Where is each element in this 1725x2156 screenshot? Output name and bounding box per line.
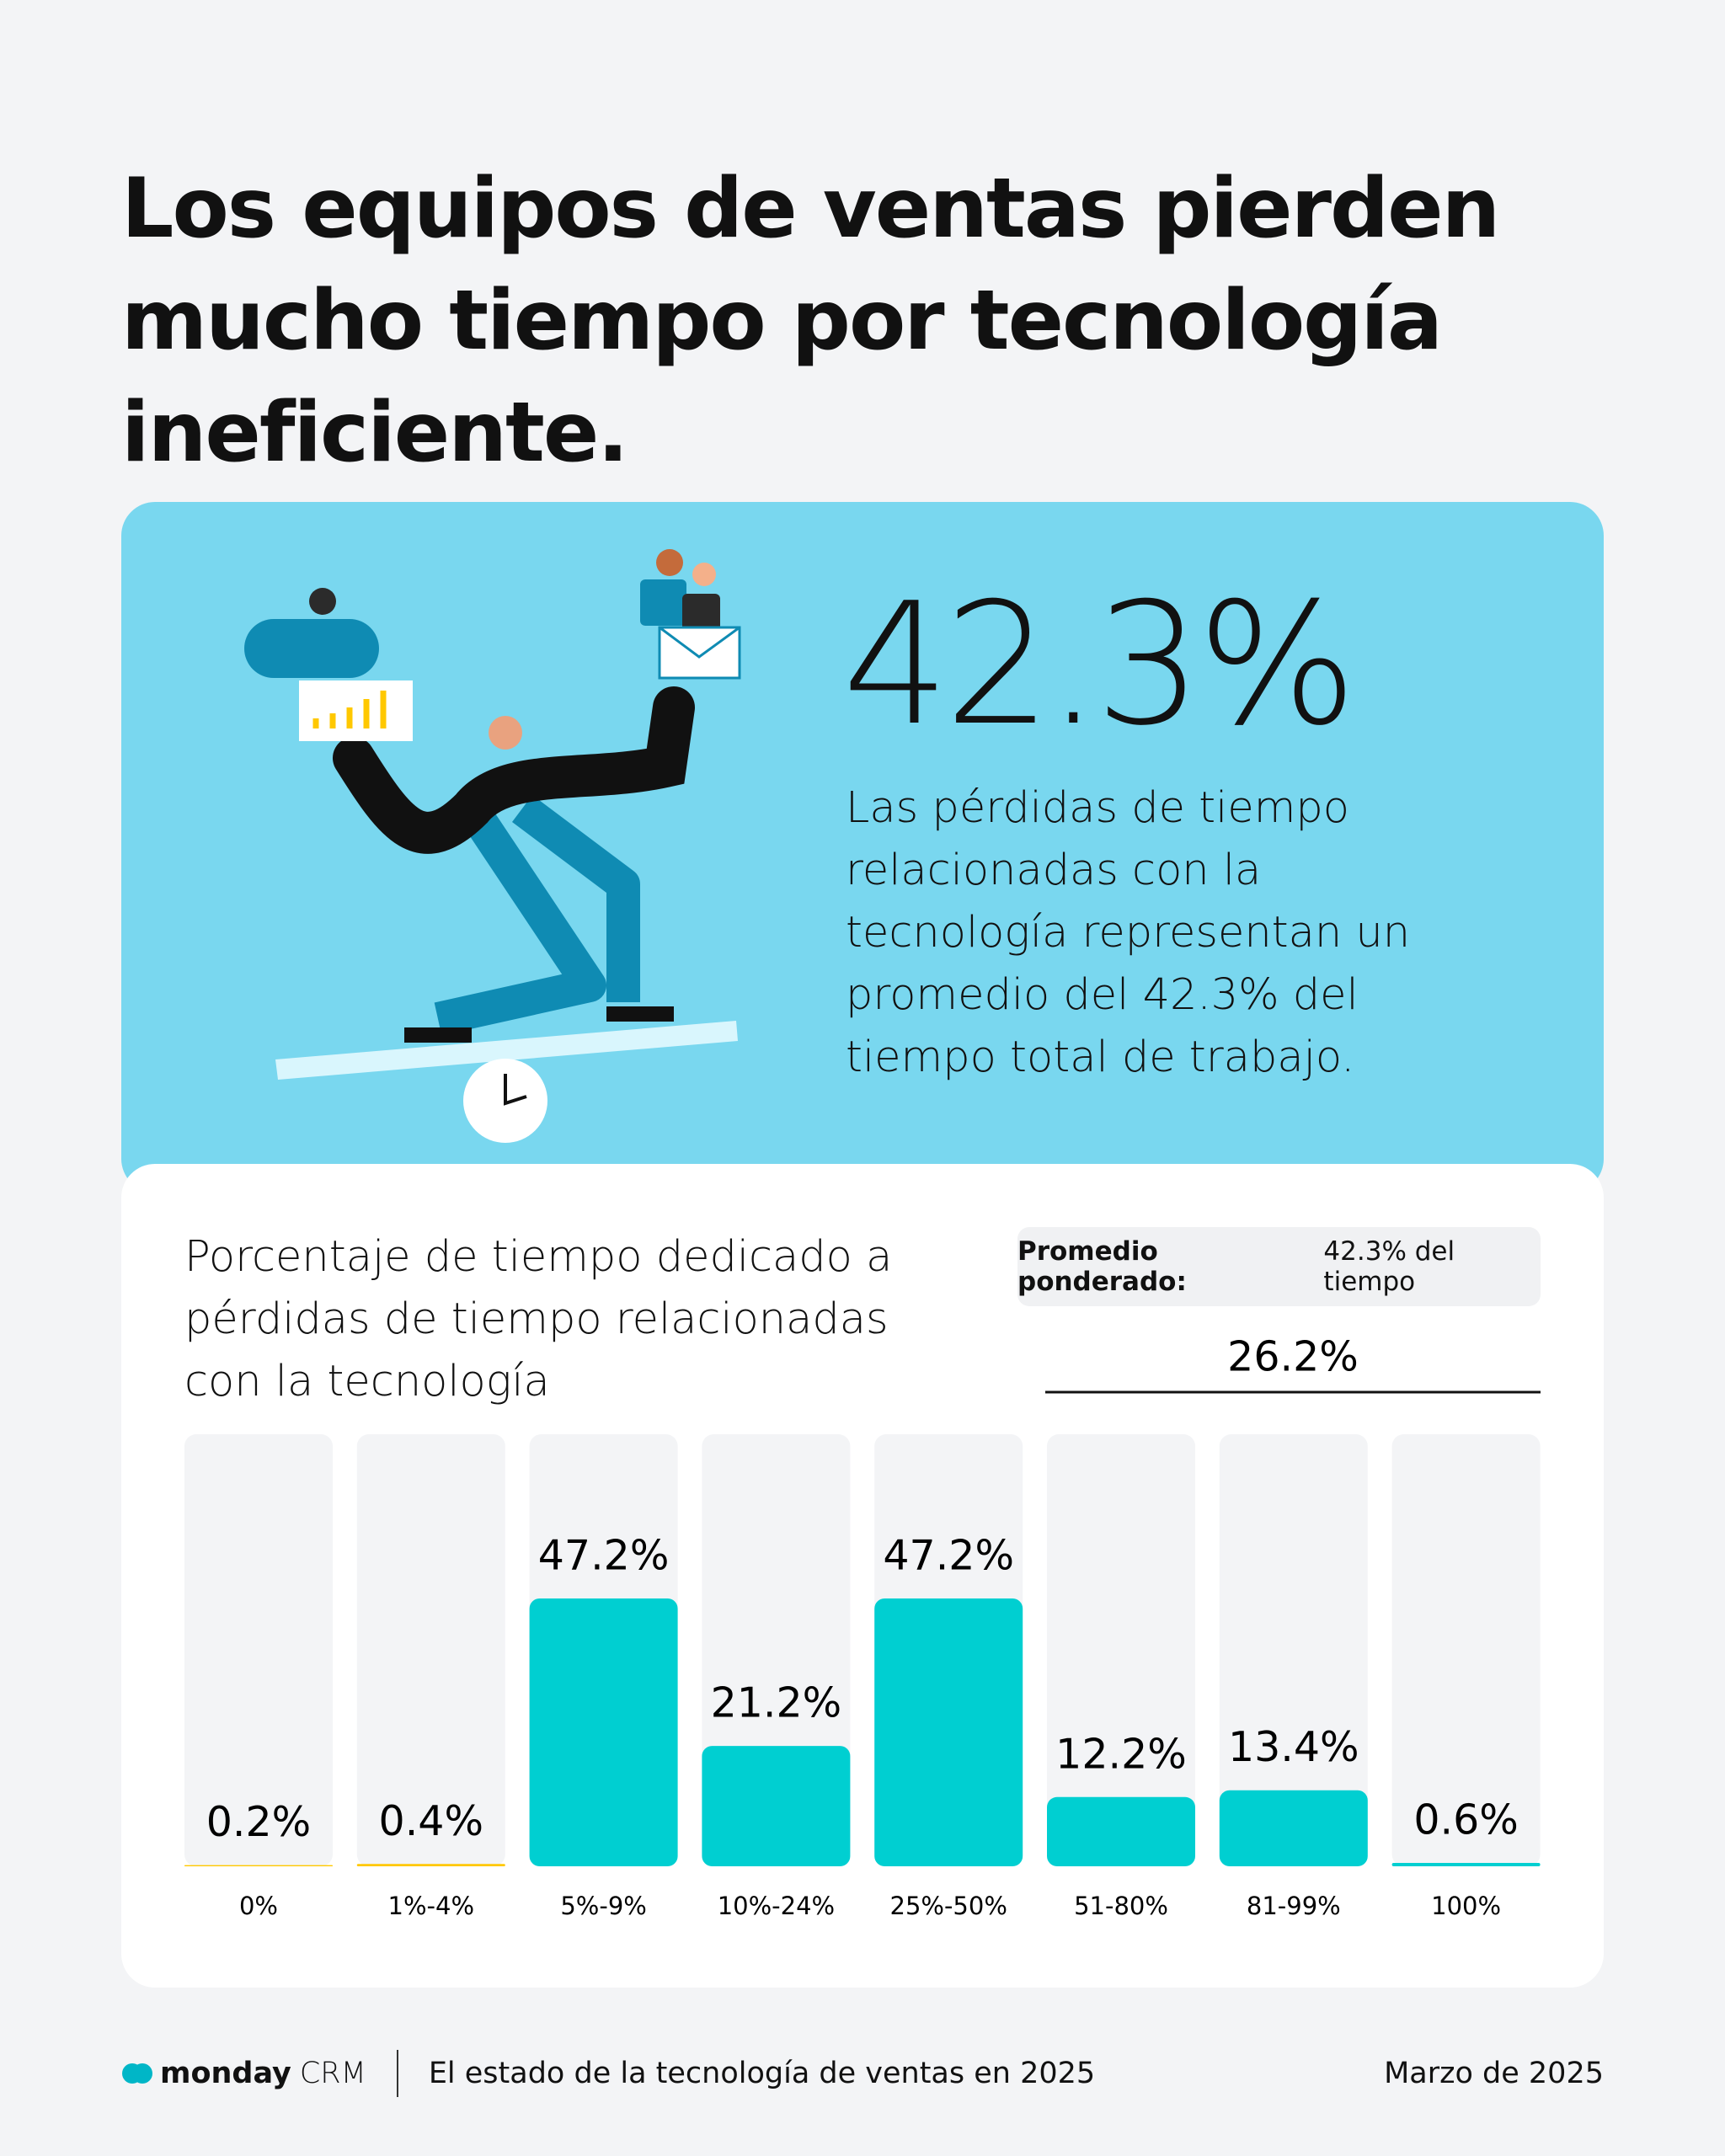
bar <box>1391 1862 1541 1866</box>
report: El estado de la tecnología de ventas en … <box>428 2057 1096 2090</box>
bar-chart: 0.2% 0% 0.4% 1%-4% 47.2% 5%-9% 21.2% 10%-24% 47.… <box>184 1434 1541 1920</box>
x-tick-label: 25%-50% <box>890 1892 1007 1920</box>
bar-track <box>356 1434 505 1866</box>
value-label: 13.4% <box>1228 1723 1359 1771</box>
date: Marzo de 2025 <box>1384 2057 1604 2090</box>
x-tick-label: 0% <box>239 1892 278 1920</box>
value-label: 0.2% <box>206 1798 312 1846</box>
bar-track <box>1391 1434 1541 1866</box>
bar <box>874 1598 1023 1866</box>
logo-icon <box>122 2063 152 2084</box>
chart-title: Porcentaje de tiempo dedicado a pérdidas… <box>184 1232 893 1406</box>
x-tick-label: 10%-24% <box>718 1892 835 1920</box>
brand: monday <box>160 2057 291 2090</box>
x-tick-label: 51-80% <box>1074 1892 1168 1920</box>
value-label: 47.2% <box>538 1531 670 1579</box>
bar <box>702 1746 851 1866</box>
stat-value: 42.3% <box>842 567 1357 763</box>
x-tick-label: 81-99% <box>1247 1892 1341 1920</box>
product: CRM <box>299 2057 366 2090</box>
bar-track <box>1047 1434 1195 1866</box>
value-label: 21.2% <box>711 1679 842 1727</box>
bar <box>184 1865 333 1866</box>
value-label: 0.6% <box>1413 1796 1519 1844</box>
illustration <box>244 549 741 1143</box>
value-label: 47.2% <box>883 1531 1014 1579</box>
annotation: 26.2% <box>1227 1333 1359 1381</box>
bar-track <box>1219 1434 1368 1866</box>
bar <box>1047 1796 1195 1866</box>
bar-track <box>184 1434 333 1866</box>
x-tick-label: 100% <box>1431 1892 1501 1920</box>
divider <box>396 2050 398 2097</box>
average-label: Promedio ponderado: <box>1017 1236 1187 1297</box>
footer: monday CRM El estado de la tecnología de… <box>121 2048 1604 2099</box>
x-tick-label: 5%-9% <box>560 1892 646 1920</box>
average-text: 42.3% del tiempo <box>1323 1236 1455 1297</box>
weighted-average: Promedio ponderado: 42.3% del tiempo <box>1017 1227 1541 1306</box>
value-label: 0.4% <box>379 1797 484 1845</box>
bar <box>1219 1790 1368 1866</box>
stat-description: Las pérdidas de tiempo relacionadas con … <box>846 783 1411 1082</box>
x-tick-label: 1%-4% <box>388 1892 474 1920</box>
value-label: 12.2% <box>1055 1730 1187 1778</box>
bar <box>529 1598 678 1866</box>
bar <box>356 1864 505 1866</box>
headline: Los equipos de ventas pierden mucho tiem… <box>121 161 1500 481</box>
